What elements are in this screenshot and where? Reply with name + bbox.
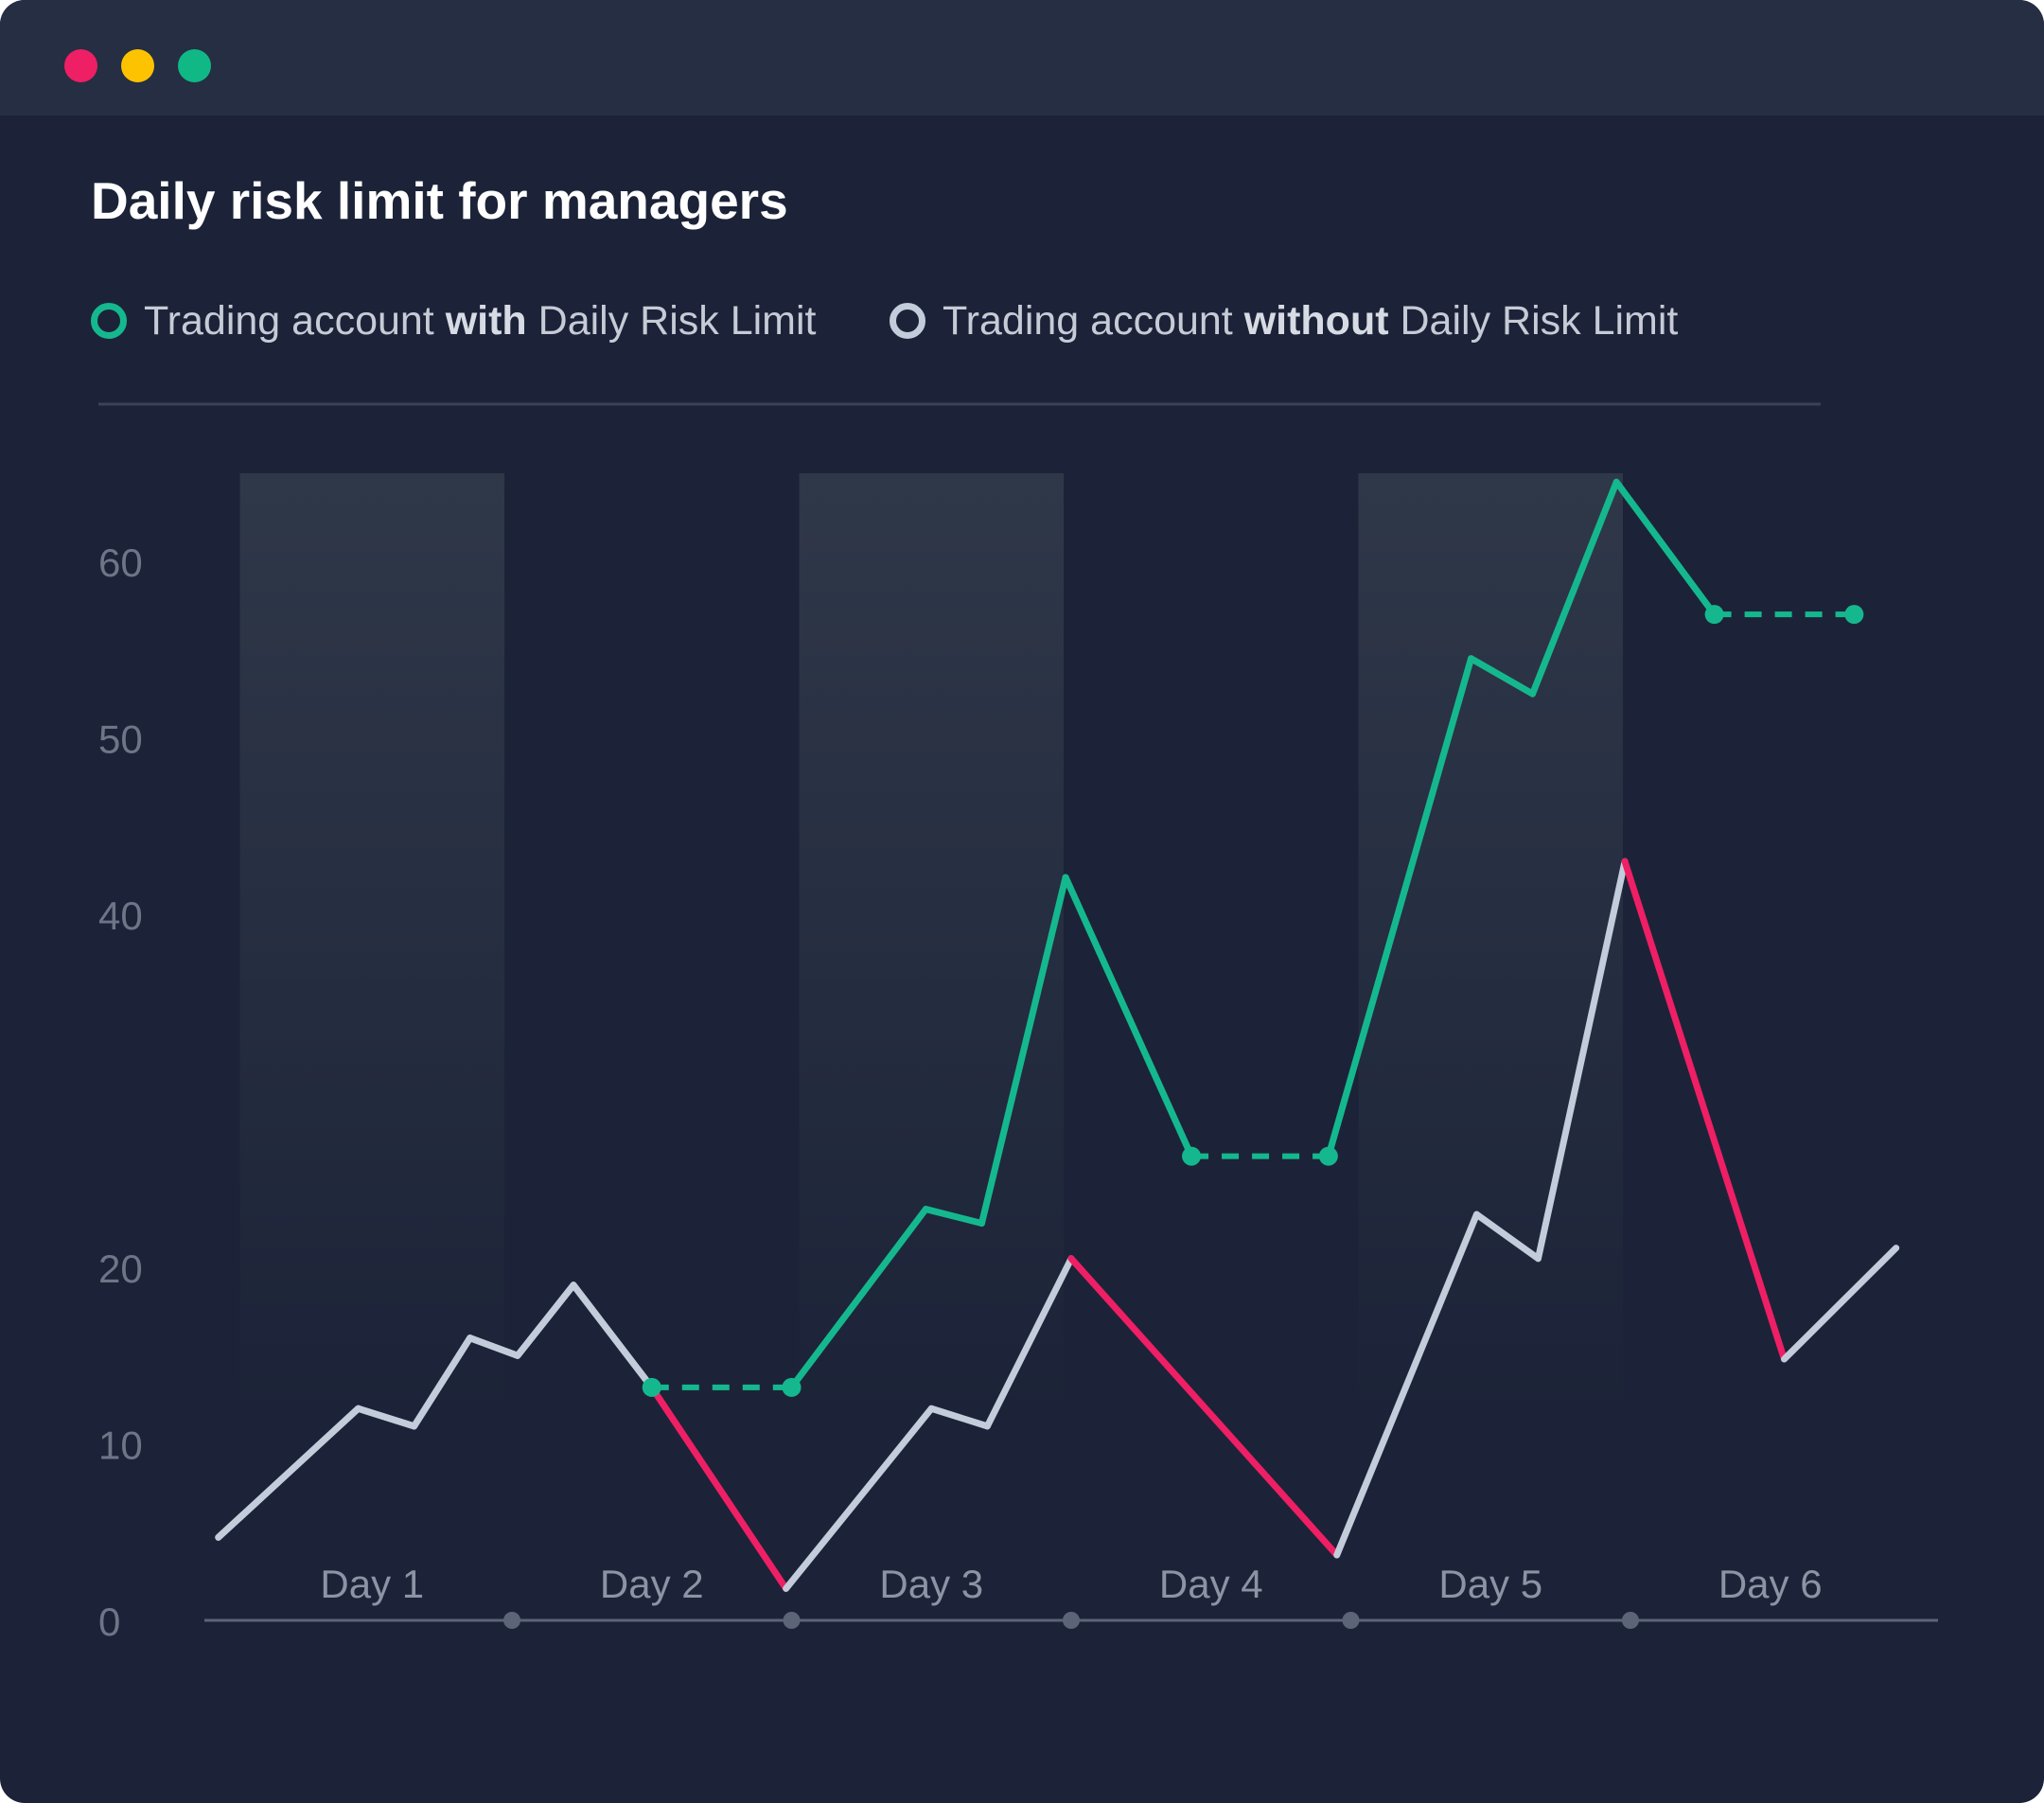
day-divider-dot — [1342, 1612, 1360, 1629]
minimize-window-icon[interactable] — [121, 49, 154, 82]
without-limit-segment — [983, 1255, 1075, 1430]
without-limit-segment — [783, 1405, 935, 1592]
with-limit-segment — [1529, 478, 1620, 698]
legend-label-with-limit: Trading account with Daily Risk Limit — [144, 297, 817, 344]
limit-hit-point — [1182, 1146, 1202, 1166]
with-limit-segment — [978, 874, 1069, 1227]
without-limit-segment — [927, 1405, 991, 1430]
y-tick-label: 10 — [98, 1423, 143, 1468]
y-tick-label: 0 — [98, 1600, 120, 1644]
with-limit-segment — [570, 1282, 656, 1391]
day-band-5 — [1358, 473, 1623, 1410]
limit-hit-point — [1704, 605, 1724, 625]
x-tick-label: Day 5 — [1438, 1562, 1542, 1606]
legend-marker-with-limit-icon — [91, 303, 127, 339]
y-tick-label: 50 — [98, 717, 143, 762]
x-tick-label: Day 1 — [320, 1562, 424, 1606]
with-limit-segment — [1325, 655, 1475, 1160]
limit-hit-point — [642, 1377, 661, 1397]
close-window-icon[interactable] — [64, 49, 97, 82]
maximize-window-icon[interactable] — [178, 49, 211, 82]
without-limit-segment — [1472, 1211, 1542, 1263]
without-limit-loss-segment — [1621, 857, 1788, 1363]
without-limit-loss-segment — [1067, 1255, 1341, 1559]
with-limit-segment — [514, 1282, 577, 1359]
window-titlebar — [0, 0, 2044, 115]
with-limit-segment — [1612, 478, 1718, 618]
y-tick-label: 20 — [98, 1246, 143, 1291]
without-limit-segment — [1780, 1245, 1900, 1363]
day-divider-dot — [783, 1612, 801, 1629]
with-limit-segment — [1468, 655, 1537, 698]
x-tick-label: Day 2 — [600, 1562, 704, 1606]
x-tick-label: Day 4 — [1159, 1562, 1263, 1606]
with-limit-segment — [467, 1335, 521, 1359]
limit-hit-point — [782, 1377, 802, 1397]
day-band-1 — [239, 473, 505, 1410]
with-limit-segment — [411, 1335, 474, 1430]
y-tick-label: 60 — [98, 540, 143, 585]
with-limit-segment — [1062, 874, 1195, 1160]
y-tick-label: 40 — [98, 893, 143, 938]
x-tick-label: Day 3 — [879, 1562, 983, 1606]
day-divider-dot — [1063, 1612, 1080, 1629]
day-divider-dot — [503, 1612, 521, 1629]
limit-hit-point — [1318, 1146, 1338, 1166]
with-limit-segment — [215, 1405, 362, 1541]
legend-label-without-limit: Trading account without Daily Risk Limit — [943, 297, 1679, 344]
legend-marker-without-limit-icon — [890, 303, 925, 339]
x-tick-label: Day 6 — [1718, 1562, 1823, 1606]
with-limit-segment — [355, 1405, 418, 1430]
limit-hit-point — [1844, 605, 1864, 625]
day-band-3 — [799, 473, 1064, 1410]
without-limit-segment — [1333, 1211, 1480, 1559]
without-limit-segment — [1534, 857, 1629, 1263]
day-divider-dot — [1621, 1612, 1639, 1629]
legend-item-with-limit: Trading account with Daily Risk Limit — [91, 295, 817, 346]
with-limit-segment — [788, 1206, 929, 1391]
chart-legend: Trading account with Daily Risk Limit Tr… — [0, 295, 2044, 346]
chart-title: Daily risk limit for managers — [91, 171, 788, 230]
legend-item-without-limit: Trading account without Daily Risk Limit — [890, 295, 1678, 346]
without-limit-loss-segment — [648, 1384, 790, 1592]
with-limit-segment — [922, 1206, 985, 1227]
